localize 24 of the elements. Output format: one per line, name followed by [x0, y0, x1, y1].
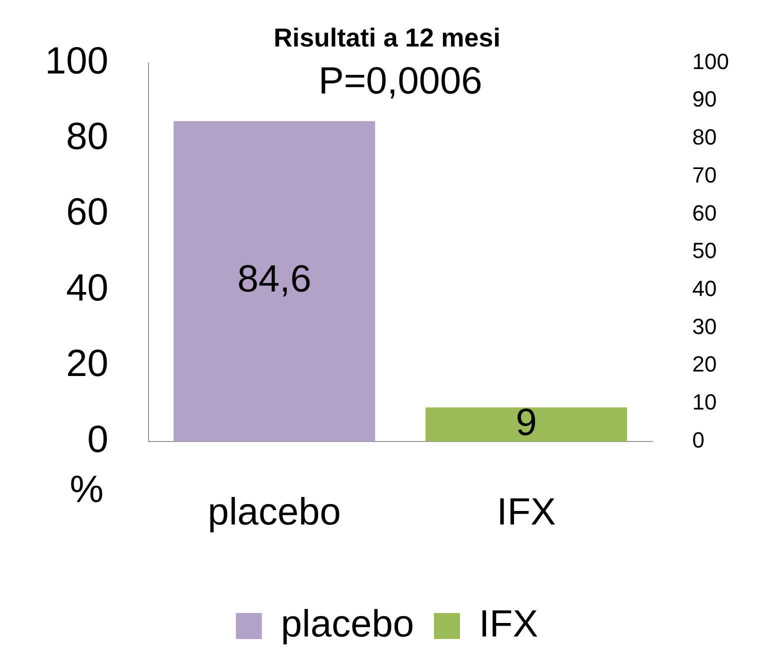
data-label: 84,6: [237, 258, 312, 301]
y2-tick-label: 30: [692, 314, 717, 339]
y2-tick-label: 40: [692, 276, 717, 302]
chart-title: Risultati a 12 mesi: [274, 22, 500, 52]
y-tick-label: 60: [66, 192, 108, 234]
annotation: P=0,0006: [318, 60, 482, 102]
legend-label: placebo: [280, 603, 414, 646]
y-tick-label: 0: [87, 418, 108, 461]
y2-tick-label: 50: [692, 238, 717, 264]
y2-tick-label: 100: [692, 48, 730, 74]
y2-tick-label: 60: [692, 200, 717, 226]
y-tick-label: 20: [66, 343, 108, 386]
y2-tick-label: 90: [692, 86, 717, 112]
data-label: 9: [516, 402, 537, 444]
y-tick-label: 40: [66, 267, 108, 310]
y2-tick-label: 70: [692, 162, 717, 188]
y-tick-label: 80: [66, 116, 108, 158]
y2-tick-label: 0: [692, 427, 705, 452]
y2-tick-label: 10: [692, 390, 717, 415]
y2-tick-label: 80: [692, 124, 717, 150]
y-tick-label: 100: [44, 40, 108, 82]
y2-tick-label: 20: [692, 352, 717, 377]
y-axis-title: %: [70, 468, 104, 511]
legend-label: IFX: [479, 603, 538, 646]
